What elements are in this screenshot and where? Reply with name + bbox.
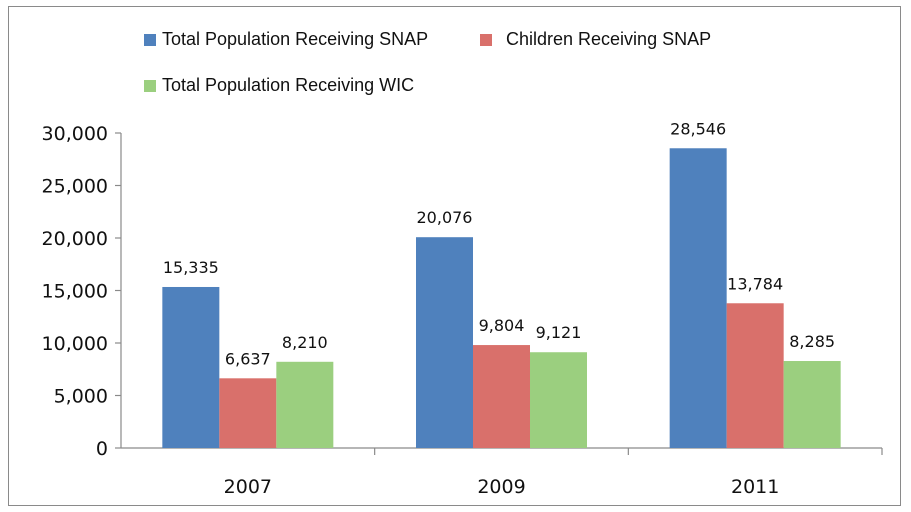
y-tick-label: 15,000 (42, 281, 108, 303)
x-tick-label: 2007 (224, 476, 272, 498)
data-label: 6,637 (225, 349, 271, 368)
bar (473, 345, 530, 448)
data-label: 9,121 (536, 323, 582, 342)
legend-label-total-wic: Total Population Receiving WIC (162, 75, 415, 95)
x-tick-label: 2011 (731, 476, 779, 498)
legend-swatch-children-snap (480, 33, 492, 46)
bar (726, 303, 784, 448)
bar (416, 237, 473, 448)
legend-item-children-snap: Children Receiving SNAP (480, 29, 711, 50)
x-tick-label: 2009 (477, 476, 525, 498)
data-label: 13,784 (727, 274, 783, 293)
legend-swatch-total-wic (144, 79, 156, 92)
data-label: 15,335 (163, 258, 219, 277)
y-tick-label: 0 (96, 438, 108, 460)
bar (669, 148, 727, 448)
bar (783, 361, 841, 448)
bar (530, 352, 587, 448)
y-tick-label: 5,000 (54, 386, 108, 408)
legend-item-total-snap: Total Population Receiving SNAP (144, 29, 428, 50)
data-label: 20,076 (417, 208, 473, 227)
data-label: 9,804 (479, 316, 525, 335)
legend-label-children-snap: Children Receiving SNAP (506, 29, 712, 49)
bar-chart: 0 5,000 10,000 15,000 20,000 25,000 30,000 15,3… (42, 119, 883, 498)
bar (162, 286, 220, 448)
y-tick-label: 25,000 (42, 176, 108, 198)
bar (219, 378, 277, 448)
y-tick-label: 30,000 (42, 123, 108, 145)
data-label: 28,546 (670, 119, 726, 138)
y-tick-label: 10,000 (42, 333, 108, 355)
chart-frame: 0 5,000 10,000 15,000 20,000 25,000 30,000 15,3… (8, 6, 901, 506)
data-label: 8,210 (282, 333, 328, 352)
y-tick-label: 20,000 (42, 228, 108, 250)
legend-label-total-snap: Total Population Receiving SNAP (162, 29, 429, 49)
bar (276, 361, 334, 448)
legend-swatch-total-snap (144, 33, 156, 46)
data-label: 8,285 (789, 332, 835, 351)
legend-item-total-wic: Total Population Receiving WIC (144, 75, 414, 96)
